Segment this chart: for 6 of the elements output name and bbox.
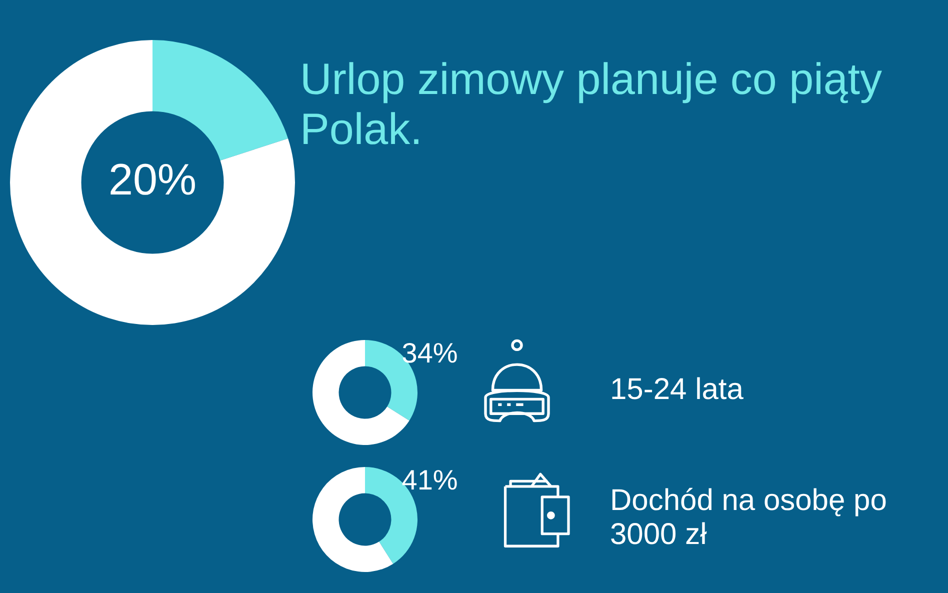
data-label: 34%	[402, 337, 458, 368]
data-label: 20%	[108, 156, 197, 205]
text: Urlop zimowy planuje co piąty Polak.	[300, 55, 884, 155]
data-label: 41%	[402, 464, 458, 496]
text: 15-24 lata	[610, 373, 744, 407]
text: Dochód na osobę po 3000 zł	[610, 484, 888, 552]
